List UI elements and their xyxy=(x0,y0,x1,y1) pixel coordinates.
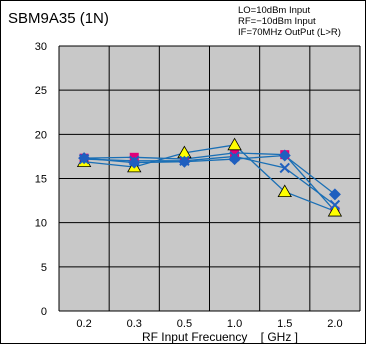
data-point-x xyxy=(78,153,90,165)
data-point-triangle xyxy=(277,184,292,198)
y-tick-label: 10 xyxy=(35,218,47,230)
data-point-triangle xyxy=(327,203,343,217)
y-tick-label: 30 xyxy=(35,41,47,53)
x-axis-label: RF Input Frecuency [ GHz ] xyxy=(142,330,298,344)
condition-if: IF=70MHz OutPut (L>R) xyxy=(238,27,341,38)
data-point-triangle xyxy=(227,137,242,151)
series-line xyxy=(84,152,336,212)
x-tick-label: 1.0 xyxy=(227,318,242,330)
y-tick-label: 25 xyxy=(35,85,47,97)
x-axis-ticks: 0.2 0.3 0.5 1.0 1.5 2.0 xyxy=(76,318,342,330)
data-point-diamond xyxy=(228,153,241,166)
x-tick-label: 2.0 xyxy=(327,318,342,330)
grid-lines xyxy=(58,45,361,312)
data-point-x xyxy=(229,151,240,162)
x-tick-label: 0.5 xyxy=(177,318,192,330)
series-line xyxy=(84,155,336,206)
test-conditions: LO=10dBm Input RF=−10dBm Input IF=70MHz … xyxy=(238,5,341,38)
data-point-x xyxy=(329,199,341,211)
condition-rf: RF=−10dBm Input xyxy=(238,16,316,27)
chart-title: SBM9A35 (1N) xyxy=(8,10,109,27)
series-line xyxy=(84,154,336,195)
x-tick-label: 1.5 xyxy=(277,318,292,330)
y-axis-ticks: 0 5 10 15 20 25 30 xyxy=(35,41,47,318)
y-tick-label: 0 xyxy=(41,306,47,318)
data-point-x xyxy=(129,155,140,167)
data-point-x xyxy=(279,162,290,174)
y-tick-label: 20 xyxy=(35,129,47,141)
series-line xyxy=(84,144,336,212)
y-tick-label: 15 xyxy=(35,174,47,186)
x-tick-label: 0.2 xyxy=(76,318,91,330)
data-point-diamond xyxy=(278,149,291,162)
x-tick-label: 0.3 xyxy=(127,318,142,330)
y-tick-label: 5 xyxy=(41,262,47,274)
data-point-diamond xyxy=(328,188,341,201)
condition-lo: LO=10dBm Input xyxy=(238,5,311,16)
data-point-square xyxy=(230,148,240,158)
series-group xyxy=(76,137,343,217)
data-point-diamond xyxy=(128,156,141,169)
data-point-x xyxy=(179,155,190,167)
